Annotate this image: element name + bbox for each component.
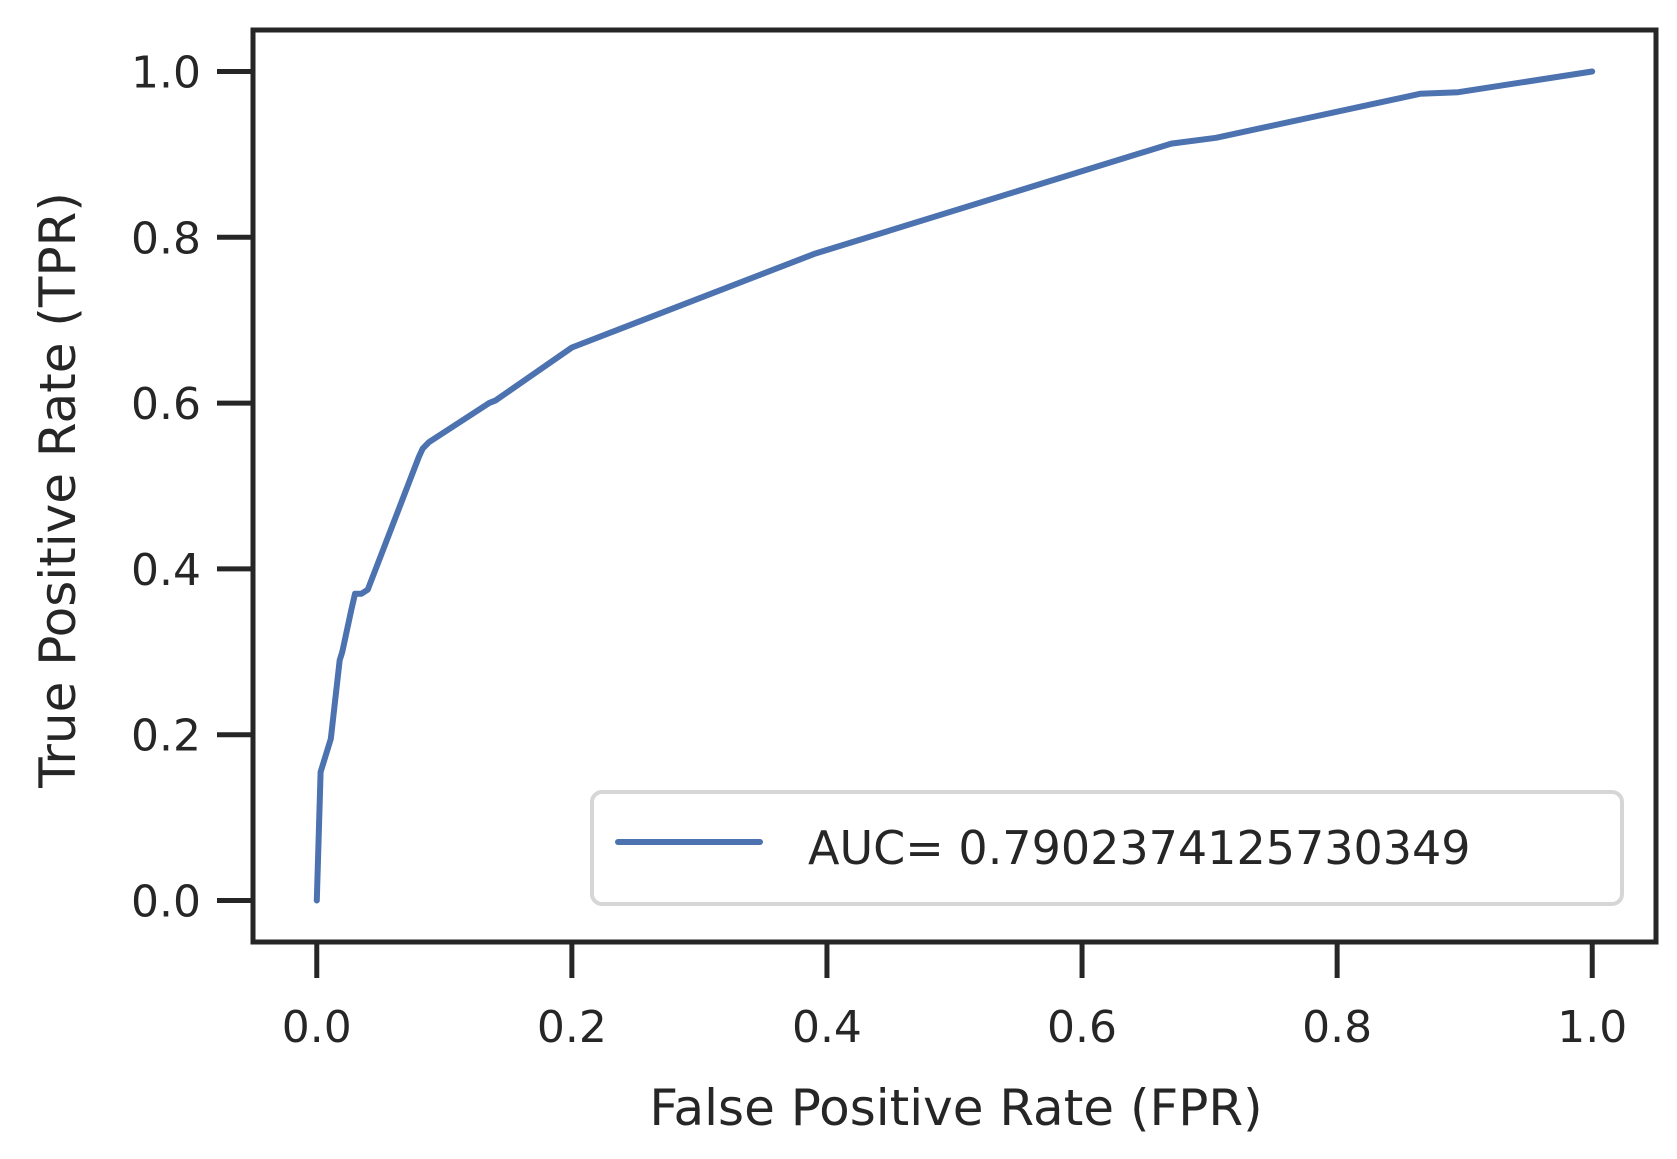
y-tick-label: 0.2: [131, 711, 201, 762]
y-tick-label: 0.0: [131, 877, 201, 928]
x-tick-label: 1.0: [1557, 1002, 1627, 1053]
legend: AUC= 0.7902374125730349: [590, 790, 1624, 906]
y-axis-label: True Positive Rate (TPR): [29, 192, 87, 789]
plot-frame: [250, 27, 1659, 945]
legend-box: [590, 790, 1624, 906]
x-tick-label: 0.4: [792, 1002, 862, 1053]
y-tick-label: 0.4: [131, 545, 201, 596]
y-tick-label: 1.0: [131, 47, 201, 98]
legend-label: AUC= 0.7902374125730349: [808, 821, 1471, 875]
x-tick-label: 0.0: [282, 1002, 352, 1053]
x-tick-label: 0.6: [1047, 1002, 1117, 1053]
series-layer: [313, 68, 1596, 904]
y-tick-label: 0.6: [131, 379, 201, 430]
roc-curve-line: [313, 68, 1596, 904]
x-axis-label: False Positive Rate (FPR): [649, 1079, 1262, 1137]
y-tick-label: 0.8: [131, 213, 201, 264]
x-tick-label: 0.2: [537, 1002, 607, 1053]
x-axis-ticks: 0.0 0.2 0.4 0.6 0.8 1.0: [282, 942, 1627, 1053]
x-tick-label: 0.8: [1302, 1002, 1372, 1053]
y-axis-ticks: 0.0 0.2 0.4 0.6 0.8 1.0: [131, 47, 253, 928]
